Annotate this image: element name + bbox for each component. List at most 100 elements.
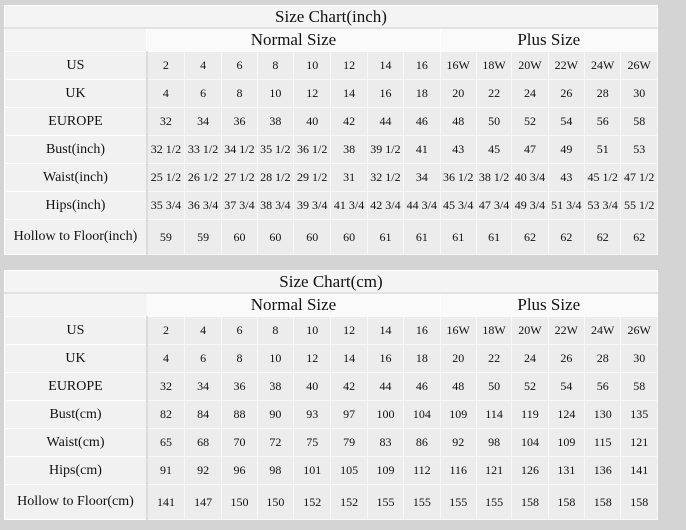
table-cell: 68: [183, 428, 223, 457]
table-cell: 59: [183, 219, 223, 255]
table-cell: 61: [403, 219, 441, 255]
table-cell: 147: [183, 484, 223, 520]
table-cell: 10: [292, 51, 332, 80]
size-chart-inch: Size Chart(inch) Normal Size Plus Size US 2 4…: [3, 5, 659, 255]
table-cell: 14: [366, 51, 405, 80]
table-cell: 45 3/4: [439, 191, 477, 220]
table-cell: 49: [547, 135, 586, 164]
table-cell: 41: [403, 135, 441, 164]
table-cell: 65: [146, 428, 185, 457]
table-cell: 39 1/2: [366, 135, 405, 164]
table-cell: 70: [221, 428, 258, 457]
table-row: Waist(inch) 25 1/2 26 1/2 27 1/2 28 1/2 29 1/…: [3, 163, 658, 192]
table-cell: 4: [183, 316, 223, 345]
table-cell: 150: [221, 484, 258, 520]
table-cell: 93: [293, 400, 332, 429]
table-cell: 32 1/2: [366, 163, 405, 192]
table-row: EUROPE 32 34 36 38 40 42 44 46 48 50 52 54 56 58: [3, 107, 658, 136]
row-label: Waist(inch): [3, 163, 148, 192]
table-cell: 84: [183, 400, 223, 429]
table-cell: 54: [547, 107, 586, 136]
table-cell: 158: [584, 484, 622, 520]
table-cell: 55 1/2: [620, 191, 658, 220]
table-cell: 18W: [475, 51, 513, 80]
row-label: EUROPE: [4, 372, 148, 401]
table-cell: 40 3/4: [511, 163, 549, 192]
table-cell: 36: [221, 372, 258, 401]
table-cell: 44: [366, 372, 405, 401]
table-cell: 26W: [620, 316, 658, 345]
table-cell: 62: [547, 219, 586, 255]
table-cell: 26 1/2: [183, 163, 223, 192]
table-cell: 155: [439, 484, 477, 520]
table-cell: 41 3/4: [330, 191, 368, 220]
table-cell: 51: [583, 135, 622, 164]
table-cell: 115: [584, 428, 622, 457]
table-cell: 4: [183, 51, 223, 80]
table-cell: 26: [547, 344, 586, 373]
table-row: Hips(cm) 91 92 96 98 101 105 109 112 116 121 126 131…: [4, 456, 658, 485]
table-cell: 39 3/4: [292, 191, 332, 220]
table-cell: 34: [183, 372, 223, 401]
table-cell: 62: [620, 219, 658, 255]
table-cell: 56: [584, 372, 622, 401]
table-cell: 51 3/4: [547, 191, 586, 220]
table-cell: 158: [620, 484, 658, 520]
table-cell: 60: [221, 219, 258, 255]
table-cell: 101: [293, 456, 332, 485]
table-cell: 124: [547, 400, 586, 429]
table-cell: 29 1/2: [292, 163, 332, 192]
table-cell: 98: [256, 456, 295, 485]
table-cell: 31: [330, 163, 368, 192]
table-cell: 47 3/4: [475, 191, 513, 220]
row-label: Hollow to Floor(cm): [4, 484, 148, 520]
normal-size-header: Normal Size: [146, 292, 441, 317]
table-cell: 60: [330, 219, 368, 255]
row-label: UK: [3, 79, 148, 108]
table-cell: 6: [221, 316, 258, 345]
table-row: Hips(inch) 35 3/4 36 3/4 37 3/4 38 3/4 39 3/4…: [3, 191, 658, 220]
table-cell: 34: [183, 107, 223, 136]
table-row: UK 4 6 8 10 12 14 16 18 20 22 24 26 28 30: [4, 344, 658, 373]
table-cell: 4: [146, 344, 185, 373]
table-cell: 79: [330, 428, 368, 457]
table-cell: 38: [256, 107, 295, 136]
table-row: Hollow to Floor(inch) 59 59 60 60 60 60 61 61 61 6…: [3, 219, 658, 255]
title-row: Size Chart(inch): [4, 5, 658, 29]
table-cell: 32: [146, 107, 185, 136]
table-cell: 90: [256, 400, 295, 429]
chart-title: Size Chart(cm): [4, 270, 658, 294]
table-cell: 155: [366, 484, 405, 520]
table-cell: 6: [221, 51, 258, 80]
row-label: US: [4, 316, 148, 345]
table-cell: 131: [547, 456, 586, 485]
table-cell: 61: [366, 219, 405, 255]
table-cell: 121: [620, 428, 658, 457]
table-cell: 109: [547, 428, 586, 457]
table-cell: 12: [330, 316, 368, 345]
table-cell: 2: [146, 51, 185, 80]
row-label: Hollow to Floor(inch): [3, 219, 148, 255]
table-row: Hollow to Floor(cm) 141 147 150 150 152 152 155…: [4, 484, 658, 520]
table-cell: 18: [403, 344, 441, 373]
table-cell: 36 3/4: [183, 191, 223, 220]
table-cell: 28: [583, 79, 622, 108]
table-cell: 43: [547, 163, 586, 192]
table-cell: 42 3/4: [366, 191, 405, 220]
table-cell: 92: [439, 428, 477, 457]
table-cell: 116: [439, 456, 477, 485]
chart-title: Size Chart(inch): [4, 5, 658, 29]
table-cell: 44 3/4: [403, 191, 441, 220]
table-cell: 83: [366, 428, 405, 457]
table-cell: 126: [511, 456, 549, 485]
table-cell: 37 3/4: [221, 191, 258, 220]
table-cell: 16W: [439, 51, 477, 80]
table-cell: 52: [511, 372, 549, 401]
size-table: Size Chart(cm) Normal Size Plus Size US 2 4 6 8…: [4, 270, 659, 520]
table-cell: 16: [403, 51, 441, 80]
normal-size-header: Normal Size: [146, 27, 441, 52]
plus-size-header: Plus Size: [439, 27, 659, 52]
table-cell: 38 3/4: [256, 191, 295, 220]
row-label: Hips(cm): [4, 456, 148, 485]
table-cell: 27 1/2: [221, 163, 258, 192]
